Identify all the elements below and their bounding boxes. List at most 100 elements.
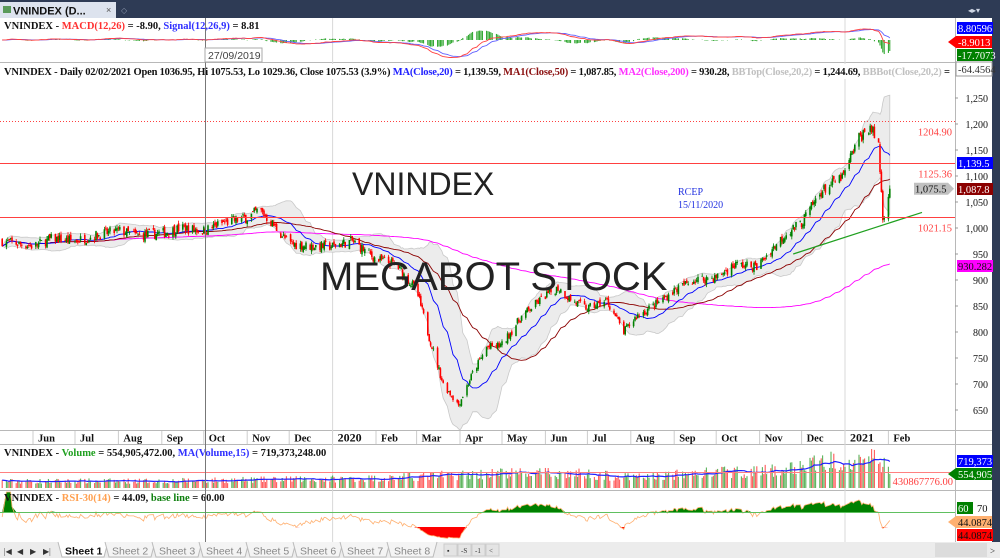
candle-body — [627, 324, 629, 326]
candle-body — [527, 306, 530, 310]
candle-body — [666, 295, 668, 301]
sheet-tool-button[interactable] — [485, 543, 500, 557]
candle-body — [480, 357, 482, 359]
candle-body — [555, 286, 558, 294]
candle-body — [851, 151, 853, 155]
scroll-right-button[interactable]: > — [990, 546, 995, 556]
x-tick-label: Jul — [80, 434, 94, 445]
sheet-tool-button[interactable] — [471, 543, 486, 557]
candle-body — [319, 243, 321, 251]
candle-body — [399, 266, 401, 269]
sheet-tab[interactable] — [198, 541, 250, 558]
candle-body — [205, 233, 208, 235]
candle-body — [809, 206, 811, 215]
sheet-tool-button[interactable] — [457, 543, 472, 557]
sheet-tab[interactable] — [292, 541, 344, 558]
sheet-nav-button[interactable]: ▶ — [30, 547, 37, 556]
candle-body — [58, 235, 61, 241]
candle-body — [599, 299, 601, 307]
candle-body — [578, 300, 580, 301]
candle-body — [691, 283, 694, 285]
candle-body — [431, 347, 433, 349]
candle-body — [96, 233, 99, 239]
candle-body — [644, 310, 646, 315]
candle-body — [305, 242, 307, 249]
candle-body — [652, 303, 654, 305]
candle-body — [145, 230, 148, 236]
candle-body — [341, 242, 344, 246]
candle-body — [224, 221, 226, 223]
candle-body — [775, 244, 778, 251]
chart-icon — [3, 6, 11, 13]
annotation-date: 15/11/2020 — [678, 200, 723, 211]
candle-body — [530, 309, 533, 312]
candle-body — [400, 268, 402, 270]
candle-body — [191, 225, 194, 233]
candle-body — [429, 342, 432, 346]
x-tick-label: Feb — [381, 434, 398, 445]
candle-body — [607, 298, 610, 306]
x-tick-label: Dec — [294, 434, 311, 445]
candle-body — [449, 390, 451, 396]
candle-body — [86, 242, 89, 244]
price-axis[interactable]: 1,250 1,200 1,150 1,100 1,050 1,000 950 900 850 8… — [955, 94, 988, 417]
candle-body — [380, 254, 383, 260]
candle-body — [707, 278, 709, 280]
horizontal-scrollbar-thumb[interactable] — [935, 543, 987, 557]
sheet-tab-label: Sheet 4 — [206, 546, 242, 558]
sheet-tab[interactable] — [151, 541, 203, 558]
candle-body — [805, 212, 807, 217]
y-tick-label: 850 — [973, 302, 988, 313]
candle-body — [656, 299, 659, 304]
chart-tab[interactable]: VNINDEX (D... × — [0, 2, 116, 18]
sheet-tab[interactable] — [386, 541, 438, 558]
macd-signal-badge: 8.80596 — [958, 24, 992, 35]
candle-body — [694, 281, 696, 283]
trendline[interactable] — [793, 211, 923, 255]
candle-body — [173, 224, 176, 235]
tab-scroll-icon[interactable]: ◂▸▾ — [968, 6, 980, 15]
candle-body — [548, 288, 551, 292]
candle-body — [478, 358, 481, 360]
sheet-nav-button[interactable]: ▶| — [43, 547, 51, 556]
candle-body — [824, 184, 827, 193]
candle-body — [648, 305, 650, 309]
horizontal-levels[interactable]: 1204.90 1125.36 1021.15 — [0, 121, 955, 235]
candle-body — [761, 258, 764, 261]
candle-body — [57, 235, 59, 243]
candle-body — [392, 258, 394, 262]
candle-body — [28, 245, 30, 246]
y-tick-label: 1,100 — [966, 172, 989, 183]
candle-body — [511, 331, 513, 335]
sheet-tab[interactable] — [57, 541, 109, 558]
candle-body — [292, 242, 295, 245]
candle-body — [505, 341, 507, 343]
tab-close-icon[interactable]: × — [106, 5, 111, 15]
candle-body — [301, 242, 303, 250]
candle-body — [36, 243, 38, 246]
candle-body — [421, 304, 423, 308]
candle-body — [830, 184, 832, 186]
candle-body — [330, 247, 332, 249]
candle-body — [222, 220, 225, 222]
sheet-tab[interactable] — [104, 541, 156, 558]
candle-body — [39, 239, 41, 241]
date-axis[interactable]: Jun Jul Aug Sep Oct Nov Dec 2020 Feb Mar Apr May Jun… — [0, 431, 955, 445]
candle-body — [716, 273, 719, 279]
sheet-tool-button[interactable] — [443, 543, 458, 557]
new-tab-icon[interactable]: ◇ — [121, 6, 128, 15]
sheet-tab[interactable] — [339, 541, 391, 558]
candle-body — [221, 219, 223, 223]
volume-badge-bg — [948, 468, 992, 480]
candle-body — [250, 213, 253, 220]
candle-body — [736, 262, 738, 263]
sheet-tab[interactable] — [245, 541, 297, 558]
candle-body — [231, 217, 233, 225]
candle-body — [89, 237, 92, 240]
sheet-nav-button[interactable]: |◀ — [4, 547, 13, 556]
candle-body — [25, 246, 27, 249]
candle-body — [369, 251, 372, 254]
sheet-nav-button[interactable]: ◀ — [17, 547, 24, 556]
candle-body — [408, 284, 411, 286]
sheet-tab-label: Sheet 8 — [394, 546, 430, 558]
